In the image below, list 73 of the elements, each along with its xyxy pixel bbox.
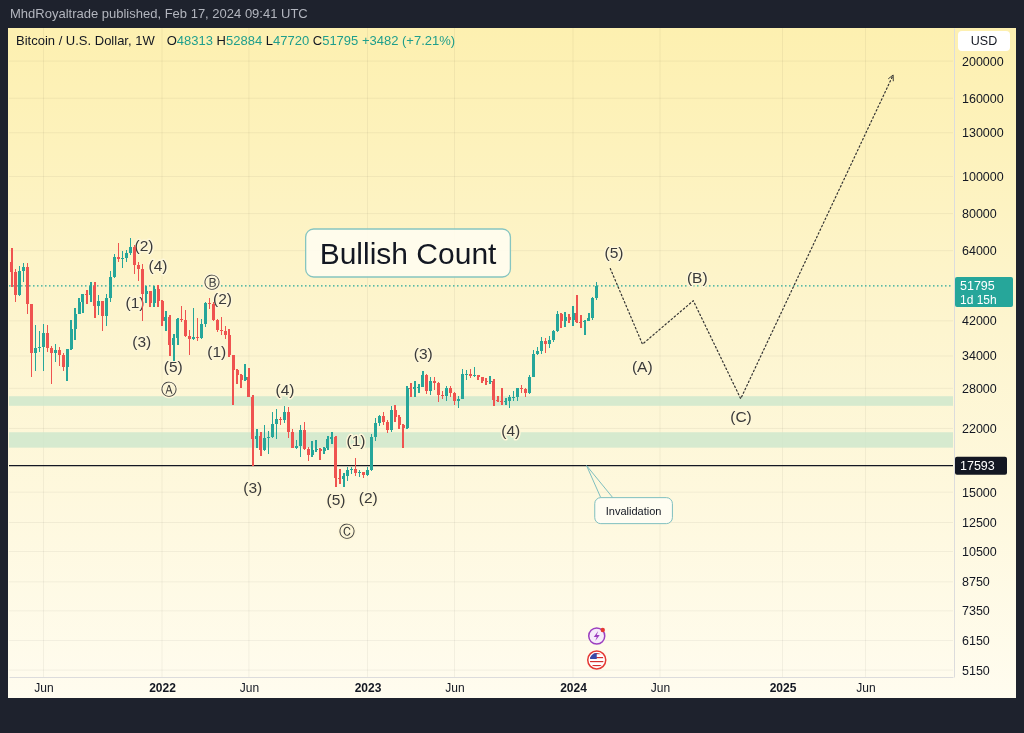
- y-tick-label: 6150: [962, 634, 990, 649]
- candlestick: [231, 355, 235, 405]
- annotation: (5): [163, 358, 183, 376]
- chart-subtitle: O48313 H52884 L47720 C51795 +3482 (+7.21%): [166, 33, 456, 48]
- annotation: Invalidation: [605, 504, 662, 517]
- annotation: (2): [358, 489, 378, 507]
- y-tick-label: 22000: [962, 421, 997, 436]
- ref-line-label: 17593: [960, 458, 995, 473]
- y-tick-label: 10500: [962, 545, 997, 560]
- y-tick-label: 5150: [962, 663, 990, 678]
- y-tick-label: 64000: [962, 244, 997, 259]
- y-tick-label: 8750: [962, 575, 990, 590]
- candlestick: [500, 387, 504, 405]
- annotation: (4): [275, 380, 295, 398]
- candlestick: [255, 429, 259, 448]
- y-tick-label: 42000: [962, 314, 997, 329]
- annotation: (4): [148, 257, 168, 275]
- y-tick-label: 7350: [962, 604, 990, 619]
- candlestick: [243, 364, 247, 381]
- x-tick-label: 2024: [560, 680, 588, 695]
- annotation: Ⓑ: [204, 273, 221, 291]
- annotation: (A): [631, 358, 653, 376]
- y-tick-label: 130000: [962, 126, 1004, 141]
- y-tick-label: 100000: [962, 169, 1004, 184]
- annotation: (1): [346, 431, 366, 449]
- candlestick: [571, 306, 575, 326]
- candlestick: [81, 293, 85, 314]
- candlestick: [318, 448, 322, 460]
- ref-line-label: 51795: [960, 278, 995, 293]
- y-tick-label: 80000: [962, 207, 997, 222]
- candlestick: [239, 373, 243, 389]
- annotation: (B): [686, 269, 708, 287]
- y-tick-label: 34000: [962, 349, 997, 364]
- candlestick: [504, 398, 508, 405]
- annotation: Ⓒ: [339, 522, 356, 540]
- annotation: (C): [730, 408, 752, 426]
- annotation: (4): [501, 421, 521, 439]
- x-tick-label: Jun: [239, 680, 260, 695]
- x-tick-label: Jun: [445, 680, 465, 695]
- annotation: (3): [243, 478, 263, 496]
- text: 1d 15h: [960, 292, 997, 307]
- annotation: (3): [132, 333, 152, 351]
- annotation: (2): [213, 289, 232, 307]
- candlestick: [567, 313, 571, 324]
- x-tick-label: 2025: [769, 680, 797, 695]
- candlestick: [488, 375, 492, 385]
- x-tick-label: 2023: [354, 680, 382, 695]
- x-tick-label: Jun: [650, 680, 671, 695]
- annotation: (5): [604, 244, 624, 262]
- annotation: Ⓐ: [161, 380, 178, 398]
- x-tick-label: Jun: [856, 680, 876, 695]
- chart-title: Bitcoin / U.S. Dollar, 1W: [16, 33, 156, 48]
- annotation: (2): [134, 236, 154, 254]
- annotation: Bullish Count: [319, 236, 498, 270]
- candlestick: [85, 290, 89, 305]
- y-tick-label: 28000: [962, 381, 997, 396]
- annotation: (1): [207, 343, 227, 361]
- candlestick: [413, 381, 417, 398]
- candlestick: [563, 311, 567, 327]
- candlestick: [409, 383, 413, 397]
- x-tick-label: 2022: [149, 680, 177, 695]
- candlestick: [164, 311, 168, 331]
- y-axis-title: USD: [970, 34, 998, 48]
- y-tick-label: 12500: [962, 516, 997, 530]
- text: MhdRoyaltrade published, Feb 17, 2024 09:41 UTC: [10, 6, 308, 21]
- candlestick: [310, 440, 314, 458]
- x-tick-label: Jun: [34, 680, 54, 695]
- y-tick-label: 200000: [962, 54, 1004, 69]
- candlestick: [484, 378, 488, 385]
- y-tick-label: 15000: [962, 485, 997, 500]
- annotation: (3): [413, 344, 433, 362]
- annotation: (5): [326, 490, 346, 508]
- y-tick-label: 160000: [962, 91, 1004, 106]
